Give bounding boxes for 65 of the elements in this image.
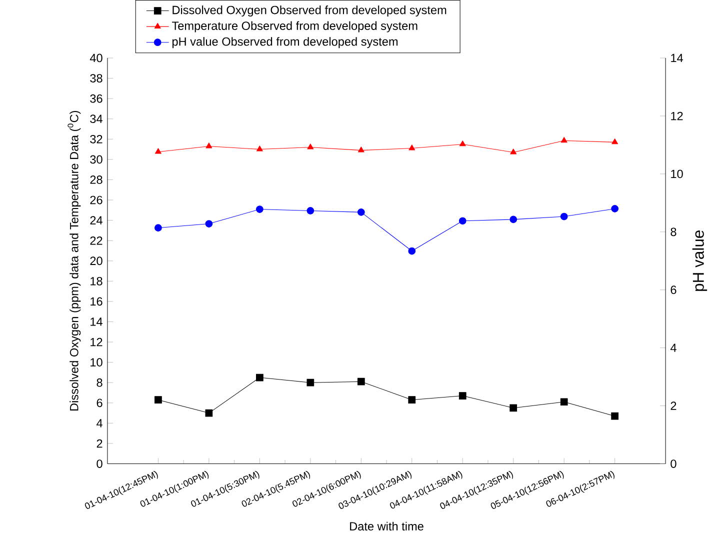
y2-tick-label: 2 — [670, 401, 676, 410]
legend-label: pH value Observed from developed system — [172, 36, 398, 48]
point — [611, 204, 619, 212]
y-tick-label: 6 — [96, 398, 102, 407]
y-tick-label: 0 — [96, 459, 102, 468]
y-tick-label: 26 — [90, 196, 102, 204]
point — [510, 148, 517, 154]
point — [307, 143, 314, 150]
point — [611, 412, 618, 420]
point — [408, 144, 416, 150]
y-tick-label: 22 — [90, 236, 102, 245]
point — [560, 136, 568, 142]
y-tick-label: 40 — [90, 54, 102, 62]
point — [206, 142, 212, 148]
y2-tick-label: 0 — [670, 459, 676, 468]
point — [358, 146, 364, 152]
y-tick-label: 24 — [90, 216, 102, 224]
point — [357, 208, 365, 216]
y-tick-label: 34 — [90, 114, 102, 123]
point — [458, 392, 466, 400]
point — [560, 398, 568, 406]
point — [408, 396, 416, 404]
point — [256, 145, 263, 152]
point — [154, 224, 162, 232]
y2-tick-label: 14 — [671, 54, 683, 62]
legend-label: Temperature Observed from developed system — [172, 21, 418, 32]
point — [612, 138, 618, 144]
y-tick-label: 28 — [90, 175, 102, 184]
y-axis-title: Dissolved Oxygen (ppm) data and Temperature Data ($^{0}$C) — [68, 110, 81, 410]
y-tick-label: 36 — [90, 94, 102, 103]
y-tick-label: 38 — [90, 74, 102, 82]
point — [357, 378, 365, 386]
point — [256, 205, 264, 213]
y2-tick-label: 4 — [670, 344, 676, 352]
y2-tick-label: 10 — [671, 170, 683, 178]
y-tick-label: 32 — [90, 134, 102, 144]
y2-tick-label: 12 — [671, 112, 683, 120]
y-tick-label: 14 — [90, 317, 102, 326]
point — [205, 220, 213, 228]
point — [256, 374, 264, 382]
y2-tick-label: 8 — [670, 227, 676, 236]
y-tick-label: 12 — [90, 338, 102, 346]
y-tick-label: 10 — [90, 358, 102, 366]
legend-label: Dissolved Oxygen Observed from developed system — [172, 5, 446, 16]
point — [154, 396, 162, 404]
y-tick-label: 8 — [96, 378, 102, 387]
point — [458, 216, 466, 224]
y-tick-label: 16 — [90, 297, 102, 306]
y2-axis-title: pH value — [692, 230, 708, 291]
y-tick-label: 30 — [90, 155, 102, 164]
point — [306, 206, 314, 214]
y-tick-label: 18 — [90, 276, 102, 286]
point — [205, 409, 213, 417]
point — [459, 140, 466, 146]
point — [510, 216, 518, 223]
y2-tick-label: 6 — [670, 285, 676, 294]
y-tick-label: 2 — [96, 439, 102, 448]
point — [154, 148, 162, 154]
y-tick-label: 4 — [96, 418, 102, 428]
point — [408, 247, 416, 254]
point — [510, 404, 518, 412]
point — [560, 212, 568, 220]
y-tick-label: 20 — [90, 256, 102, 265]
x-axis-title: Date with time — [350, 522, 424, 530]
point — [306, 378, 314, 386]
